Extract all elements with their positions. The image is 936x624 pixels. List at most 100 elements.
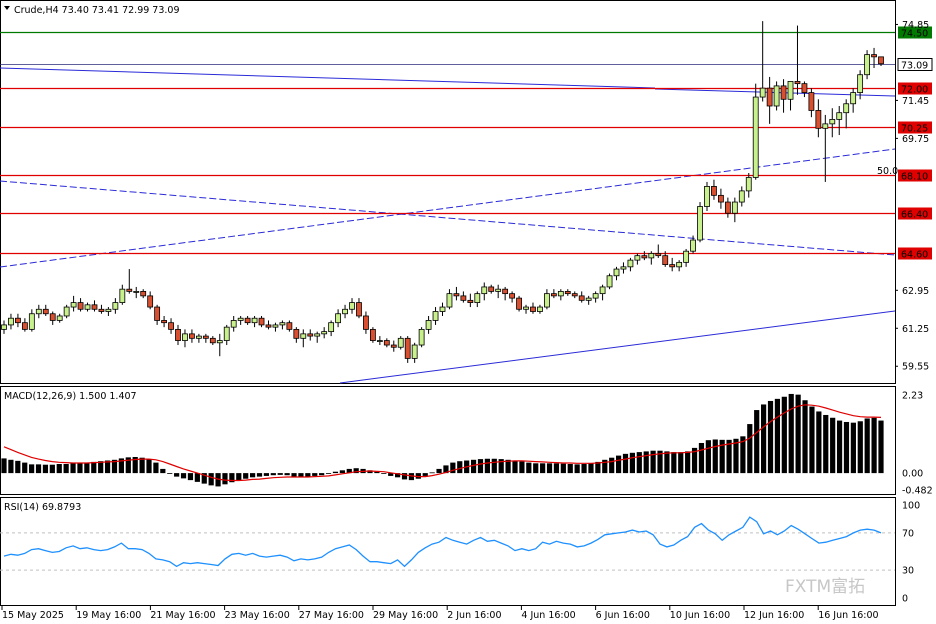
candle[interactable] <box>780 79 787 113</box>
candle[interactable] <box>307 329 314 341</box>
rsi-panel[interactable] <box>0 497 896 606</box>
candle[interactable] <box>836 105 843 136</box>
candle[interactable] <box>321 327 328 339</box>
candle[interactable] <box>411 342 418 363</box>
candle[interactable] <box>711 179 717 200</box>
candle[interactable] <box>878 56 884 67</box>
candle[interactable] <box>28 309 35 332</box>
candle[interactable] <box>843 99 850 129</box>
candle[interactable] <box>1 320 7 334</box>
candle[interactable] <box>349 298 355 314</box>
candle[interactable] <box>418 327 425 348</box>
candle[interactable] <box>84 302 91 312</box>
candle[interactable] <box>119 284 126 305</box>
candle[interactable] <box>864 50 870 80</box>
candle[interactable] <box>175 324 181 346</box>
candle[interactable] <box>98 304 105 314</box>
candle[interactable] <box>613 266 620 281</box>
candle[interactable] <box>690 235 696 254</box>
candle[interactable] <box>481 282 488 301</box>
candle[interactable] <box>42 304 49 316</box>
candle[interactable] <box>300 329 307 348</box>
candle[interactable] <box>168 318 174 334</box>
candle[interactable] <box>766 76 773 124</box>
candle[interactable] <box>335 309 341 328</box>
candle[interactable] <box>530 302 536 314</box>
candle[interactable] <box>752 83 759 180</box>
candle[interactable] <box>704 181 710 211</box>
candle[interactable] <box>808 88 815 118</box>
candle[interactable] <box>209 336 216 346</box>
candle[interactable] <box>537 304 543 314</box>
candle[interactable] <box>230 315 237 332</box>
candle[interactable] <box>356 298 362 319</box>
symbol-menu-dropdown-icon[interactable] <box>4 6 10 10</box>
candle[interactable] <box>49 311 56 325</box>
candle[interactable] <box>467 293 474 308</box>
candle[interactable] <box>91 300 98 312</box>
candle[interactable] <box>523 304 529 314</box>
candle[interactable] <box>460 291 467 303</box>
candle[interactable] <box>697 202 703 243</box>
trendline-ascending-channel-top[interactable] <box>0 148 896 268</box>
candle[interactable] <box>509 291 516 303</box>
candle[interactable] <box>390 340 397 352</box>
candle[interactable] <box>397 336 404 350</box>
candle[interactable] <box>342 304 348 319</box>
candle[interactable] <box>369 327 376 343</box>
candle[interactable] <box>745 173 752 198</box>
candle[interactable] <box>488 284 495 294</box>
trendline-upper-descending[interactable] <box>0 67 656 89</box>
candle[interactable] <box>669 257 676 272</box>
candle[interactable] <box>648 251 655 265</box>
candle[interactable] <box>328 320 335 337</box>
candle[interactable] <box>70 295 77 312</box>
candle[interactable] <box>759 21 766 102</box>
candle[interactable] <box>112 298 119 314</box>
candle[interactable] <box>662 251 669 267</box>
candle[interactable] <box>592 291 599 303</box>
candle[interactable] <box>599 284 606 301</box>
candle[interactable] <box>126 269 133 294</box>
candle[interactable] <box>829 108 836 138</box>
candle[interactable] <box>495 284 502 299</box>
candle[interactable] <box>502 286 509 301</box>
candle[interactable] <box>154 304 161 325</box>
candle[interactable] <box>446 289 453 310</box>
candle[interactable] <box>801 81 808 98</box>
candle[interactable] <box>279 320 286 330</box>
candle[interactable] <box>641 251 648 261</box>
candle[interactable] <box>738 186 745 207</box>
candle[interactable] <box>676 260 683 272</box>
candle[interactable] <box>718 188 724 209</box>
candle[interactable] <box>244 315 251 325</box>
candle[interactable] <box>544 289 550 310</box>
candle[interactable] <box>15 313 21 328</box>
candle[interactable] <box>195 333 202 343</box>
candle[interactable] <box>474 291 481 308</box>
candle[interactable] <box>683 248 690 267</box>
candle[interactable] <box>787 81 794 111</box>
candle[interactable] <box>439 302 446 316</box>
candle[interactable] <box>425 315 432 334</box>
candle[interactable] <box>571 291 578 299</box>
candle[interactable] <box>140 289 147 299</box>
candle[interactable] <box>376 336 383 346</box>
candle[interactable] <box>557 289 564 301</box>
candle[interactable] <box>202 333 209 343</box>
candle[interactable] <box>453 286 460 301</box>
candle[interactable] <box>655 244 662 258</box>
candle[interactable] <box>161 315 167 328</box>
candle[interactable] <box>216 333 223 357</box>
candle[interactable] <box>724 197 731 218</box>
candle[interactable] <box>8 313 14 330</box>
candle[interactable] <box>773 81 780 111</box>
trendline-ascending-channel-bottom[interactable] <box>339 310 896 384</box>
candle[interactable] <box>794 25 801 95</box>
candle[interactable] <box>147 291 154 310</box>
candle[interactable] <box>404 336 411 363</box>
candle[interactable] <box>606 273 613 290</box>
candle[interactable] <box>516 295 522 312</box>
candle[interactable] <box>237 315 244 325</box>
candle[interactable] <box>850 88 857 113</box>
